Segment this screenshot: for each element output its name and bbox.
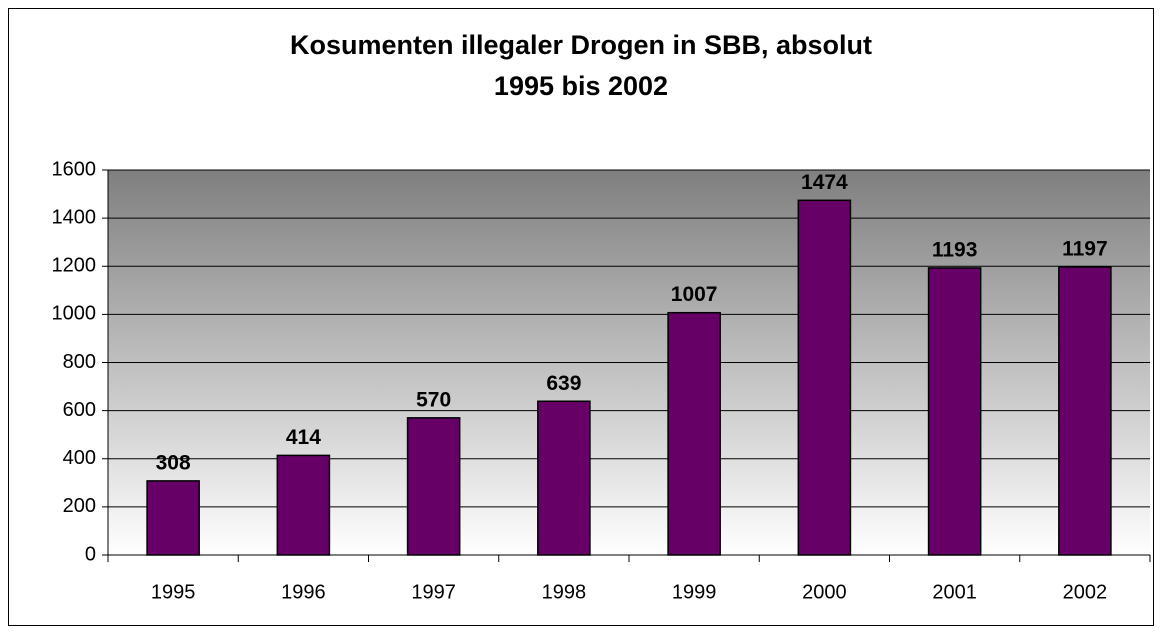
x-tick-label: 2002 (1063, 581, 1108, 603)
x-tick-label: 1995 (151, 581, 196, 603)
y-tick-label: 800 (63, 351, 96, 373)
y-tick-label: 1200 (52, 255, 97, 277)
bar (667, 311, 721, 556)
data-label: 308 (156, 451, 191, 474)
data-label: 1474 (801, 171, 848, 194)
data-label: 639 (546, 372, 581, 395)
x-tick-label: 2000 (802, 581, 847, 603)
x-tick-label: 1999 (672, 581, 717, 603)
y-tick-label: 1000 (52, 303, 97, 325)
y-tick-label: 600 (63, 399, 96, 421)
bar (1058, 266, 1112, 556)
chart-title: Kosumenten illegaler Drogen in SBB, abso… (290, 30, 872, 60)
data-label: 414 (286, 426, 321, 449)
bar (927, 267, 982, 556)
x-tick-label: 1997 (411, 581, 456, 603)
bar (537, 400, 591, 556)
x-tick-label: 1998 (542, 581, 587, 603)
bar (406, 417, 461, 556)
x-tick-label: 2001 (932, 581, 977, 603)
y-tick-label: 1400 (52, 206, 97, 228)
bar (146, 480, 200, 556)
x-tick-label: 1996 (281, 581, 326, 603)
data-label: 570 (416, 388, 451, 411)
data-label: 1197 (1062, 238, 1108, 261)
data-label: 1193 (932, 238, 978, 261)
y-tick-label: 1600 (52, 158, 97, 180)
data-label: 1007 (671, 283, 718, 306)
y-tick-label: 400 (63, 447, 96, 469)
bar (276, 454, 331, 556)
bar (797, 199, 852, 556)
y-tick-label: 0 (85, 543, 96, 565)
y-tick-label: 200 (63, 495, 96, 517)
chart-subtitle: 1995 bis 2002 (494, 71, 668, 101)
